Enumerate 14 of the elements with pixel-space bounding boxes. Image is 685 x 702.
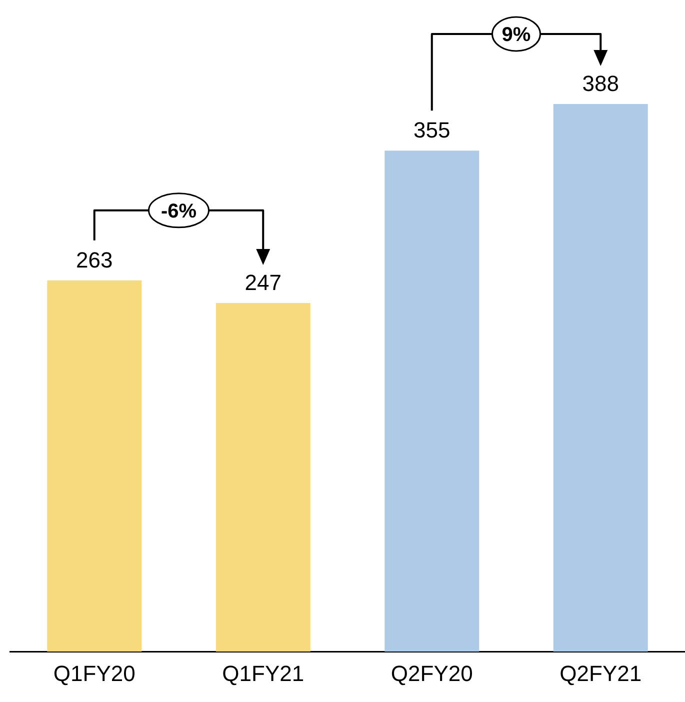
bar (47, 280, 142, 652)
data-label: 263 (76, 247, 113, 272)
x-tick-label: Q1FY21 (222, 660, 304, 686)
data-label: 247 (244, 270, 282, 296)
text: 9% (502, 24, 531, 46)
x-tick-label: Q2FY21 (560, 660, 642, 686)
data-label: 388 (582, 71, 619, 96)
bar (384, 150, 480, 652)
bar (553, 104, 648, 652)
x-tick-label: Q1FY20 (53, 660, 136, 686)
annotation: -6% (160, 200, 197, 222)
bar (216, 303, 310, 652)
x-tick-label: Q2FY20 (390, 660, 473, 686)
data-label: 355 (414, 118, 450, 143)
